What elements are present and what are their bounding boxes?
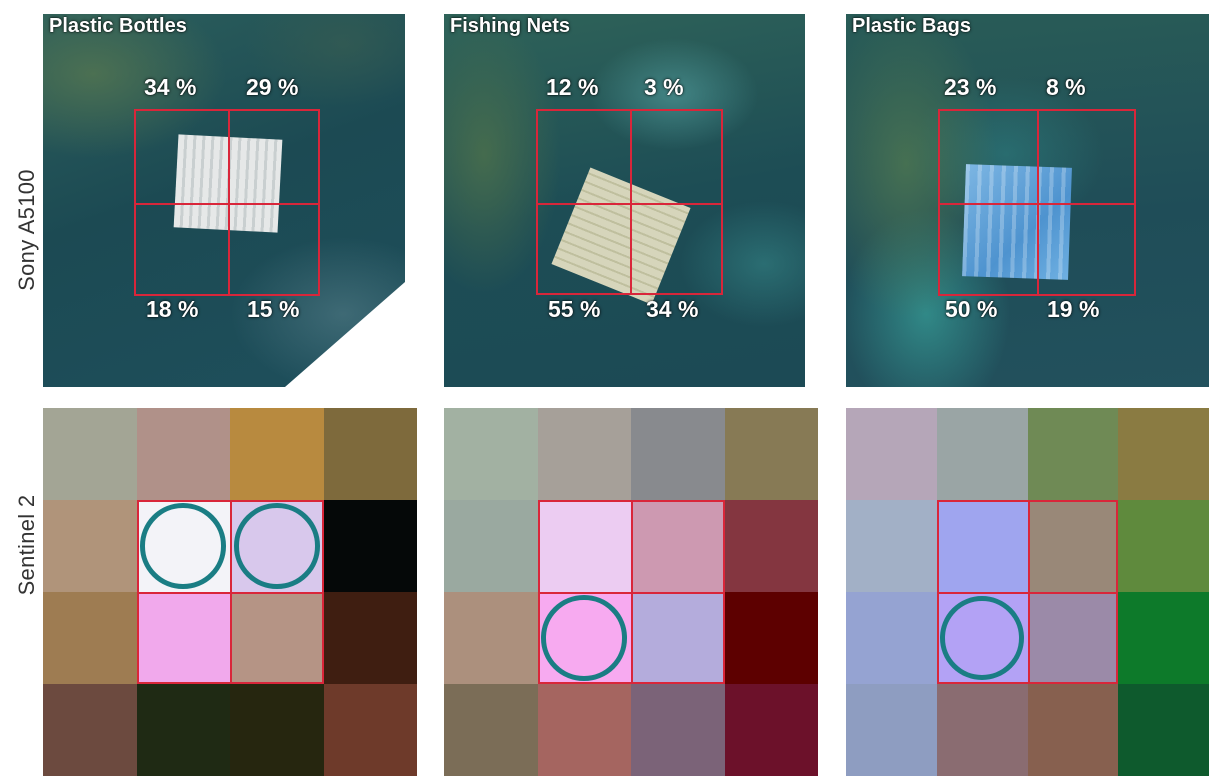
aerial-photo-plastic-bottles: Plastic Bottles 34 % 29 % 18 % 15 % — [43, 14, 405, 387]
sampling-grid — [938, 109, 1136, 296]
pixel-cell — [724, 684, 818, 776]
sentinel-pixels-plastic-bottles — [43, 408, 417, 776]
coverage-top-right: 8 % — [1046, 74, 1086, 100]
pixel-cell — [537, 684, 631, 776]
pixel-cell — [444, 408, 538, 500]
pixel-cell — [936, 500, 1028, 592]
pixel-cell — [1118, 500, 1209, 592]
coverage-bottom-left: 50 % — [945, 296, 998, 322]
coverage-top-left: 12 % — [546, 74, 599, 100]
row-label-sentinel-2: Sentinel 2 — [14, 494, 39, 596]
coverage-top-left: 34 % — [144, 74, 197, 100]
pixel-cell — [631, 500, 725, 592]
pixel-cell — [846, 592, 937, 684]
pixel-cell — [230, 408, 324, 500]
pixel-cell — [724, 408, 818, 500]
pixel-cell — [444, 684, 538, 776]
pixel-cell — [323, 408, 417, 500]
pixel-cell — [323, 592, 417, 684]
sentinel-pixels-fishing-nets — [444, 408, 818, 776]
pixel-cell — [1027, 592, 1119, 684]
pixel-cell — [846, 408, 937, 500]
coverage-top-right: 29 % — [246, 74, 299, 100]
sampling-grid — [134, 109, 320, 296]
coverage-bottom-right: 34 % — [646, 296, 699, 322]
pixel-cell — [631, 592, 725, 684]
pixel-cell — [1027, 408, 1119, 500]
pixel-cell — [1027, 684, 1119, 776]
pixel-cell — [323, 684, 417, 776]
detection-circle — [233, 503, 320, 589]
row-label-sony-a5100: Sony A5100 — [14, 169, 39, 291]
pixel-cell — [537, 500, 631, 592]
pixel-cell — [136, 684, 230, 776]
pixel-cell — [846, 500, 937, 592]
pixel-cell — [631, 408, 725, 500]
pixel-cell — [136, 408, 230, 500]
pixel-cell — [936, 684, 1028, 776]
pixel-cell — [444, 500, 538, 592]
pixel-cell — [537, 408, 631, 500]
pixel-cell — [43, 500, 137, 592]
pixel-cell — [724, 500, 818, 592]
aerial-photo-plastic-bags: Plastic Bags 23 % 8 % 50 % 19 % — [846, 14, 1209, 387]
coverage-top-left: 23 % — [944, 74, 997, 100]
pixel-cell — [444, 592, 538, 684]
pixel-cell — [136, 592, 230, 684]
pixel-cell — [323, 500, 417, 592]
pixel-cell — [1118, 408, 1209, 500]
coverage-bottom-left: 55 % — [548, 296, 601, 322]
sampling-grid-overlay — [936, 500, 1119, 684]
sampling-grid-overlay — [136, 500, 324, 684]
coverage-top-right: 3 % — [644, 74, 684, 100]
sampling-grid — [536, 109, 723, 295]
pixel-cell — [1027, 500, 1119, 592]
pixel-cell — [1118, 592, 1209, 684]
panel-title: Fishing Nets — [450, 15, 571, 37]
pixel-cell — [936, 408, 1028, 500]
pixel-cell — [43, 408, 137, 500]
pixel-cell — [631, 684, 725, 776]
sentinel-pixels-plastic-bags — [846, 408, 1209, 776]
coverage-bottom-left: 18 % — [146, 296, 199, 322]
pixel-cell — [1118, 684, 1209, 776]
panel-title: Plastic Bottles — [49, 15, 187, 37]
pixel-cell — [43, 684, 137, 776]
detection-circle — [140, 503, 227, 589]
pixel-cell — [230, 684, 324, 776]
pixel-cell — [724, 592, 818, 684]
pixel-cell — [43, 592, 137, 684]
aerial-photo-fishing-nets: Fishing Nets 12 % 3 % 55 % 34 % — [444, 14, 805, 387]
coverage-bottom-right: 19 % — [1047, 296, 1100, 322]
image-cutoff-corner — [285, 282, 405, 387]
detection-circle — [541, 595, 628, 681]
coverage-bottom-right: 15 % — [247, 296, 300, 322]
sampling-grid-overlay — [537, 500, 725, 684]
panel-title: Plastic Bags — [852, 15, 971, 37]
pixel-cell — [230, 592, 324, 684]
pixel-cell — [846, 684, 937, 776]
detection-circle — [939, 595, 1025, 681]
